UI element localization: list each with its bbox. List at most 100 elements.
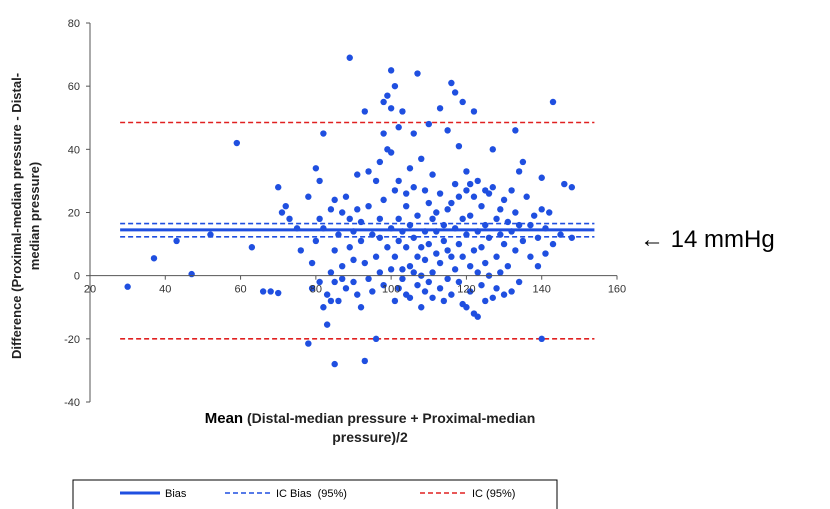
data-point <box>425 240 432 248</box>
data-point <box>523 193 530 200</box>
x-tick-label: 80 <box>310 284 322 296</box>
y-tick-label: 60 <box>68 81 80 93</box>
data-point <box>406 221 414 229</box>
data-point <box>282 202 289 210</box>
data-point <box>455 193 463 200</box>
data-point <box>331 247 338 254</box>
data-point <box>478 244 485 251</box>
data-point <box>354 291 361 298</box>
x-tick-label: 20 <box>84 284 96 296</box>
x-axis-label-line1: Mean (Distal-median pressure + Proximal-… <box>205 410 536 427</box>
data-point <box>466 288 474 295</box>
data-point <box>538 206 545 213</box>
data-point <box>391 82 399 90</box>
data-point <box>406 294 414 301</box>
data-point <box>275 184 282 191</box>
data-point <box>293 225 301 232</box>
data-point <box>207 231 214 238</box>
data-point <box>361 357 368 365</box>
data-point <box>391 297 399 305</box>
data-point <box>451 225 459 232</box>
data-point <box>463 187 470 194</box>
data-point <box>323 321 331 328</box>
data-point <box>406 165 414 172</box>
data-point <box>320 130 327 137</box>
data-point <box>440 221 448 229</box>
data-point <box>470 108 478 115</box>
data-point <box>561 180 568 188</box>
data-point <box>440 297 448 305</box>
data-point <box>549 240 557 248</box>
data-point <box>335 297 342 305</box>
data-point <box>425 120 432 128</box>
data-point <box>504 218 512 226</box>
data-point <box>493 253 500 260</box>
data-point <box>512 247 519 254</box>
data-point <box>436 105 444 112</box>
data-point <box>387 225 395 232</box>
data-point <box>259 288 267 295</box>
data-point <box>346 54 353 61</box>
y-tick-label: 20 <box>68 208 80 220</box>
data-point <box>380 98 387 106</box>
data-point <box>497 231 504 238</box>
data-point <box>500 291 508 298</box>
x-axis-label-line2: pressure)/2 <box>332 429 408 445</box>
data-point <box>395 285 402 292</box>
data-point <box>459 253 466 260</box>
data-point <box>316 215 323 223</box>
x-tick-label: 40 <box>159 284 171 296</box>
data-point <box>508 187 515 194</box>
data-point <box>414 281 421 289</box>
data-point <box>365 168 372 175</box>
data-point <box>515 168 523 175</box>
data-point <box>399 228 406 235</box>
data-point <box>369 288 376 295</box>
y-tick-label: 40 <box>68 144 80 156</box>
data-point <box>466 212 474 219</box>
data-point <box>519 158 527 166</box>
data-point <box>455 240 463 248</box>
data-point <box>403 202 410 210</box>
data-point <box>391 253 399 260</box>
data-point <box>312 237 320 245</box>
data-point <box>361 259 368 267</box>
data-point <box>399 108 406 115</box>
data-point <box>433 250 440 257</box>
data-point <box>384 244 391 251</box>
data-point <box>512 209 519 216</box>
data-point <box>527 221 534 229</box>
data-point <box>399 266 406 273</box>
data-point <box>474 269 481 276</box>
data-point <box>418 155 425 163</box>
data-point <box>463 168 470 175</box>
data-point <box>346 244 353 251</box>
data-point <box>387 266 395 273</box>
data-point <box>331 360 338 368</box>
data-point <box>448 253 455 260</box>
x-tick-label: 100 <box>382 284 400 296</box>
data-point <box>478 281 485 289</box>
data-point <box>376 215 384 223</box>
data-point <box>372 177 380 185</box>
data-point <box>519 237 527 245</box>
data-point <box>451 89 459 96</box>
data-point <box>297 247 304 254</box>
data-point <box>365 275 372 283</box>
y-axis-label-line1: Difference (Proximal-median pressure - D… <box>9 73 24 359</box>
data-point <box>414 212 421 219</box>
data-point <box>451 180 459 188</box>
data-point <box>278 209 286 216</box>
data-point <box>444 127 451 134</box>
x-tick-label: 140 <box>533 284 551 296</box>
data-point <box>124 283 131 290</box>
data-point <box>305 193 312 200</box>
legend-bias-label: Bias <box>165 488 187 500</box>
axes <box>86 22 618 403</box>
data-point <box>410 234 417 241</box>
data-point <box>399 275 406 283</box>
data-point <box>320 225 327 232</box>
data-point <box>418 304 425 311</box>
data-point <box>361 108 368 115</box>
data-point <box>436 259 444 267</box>
